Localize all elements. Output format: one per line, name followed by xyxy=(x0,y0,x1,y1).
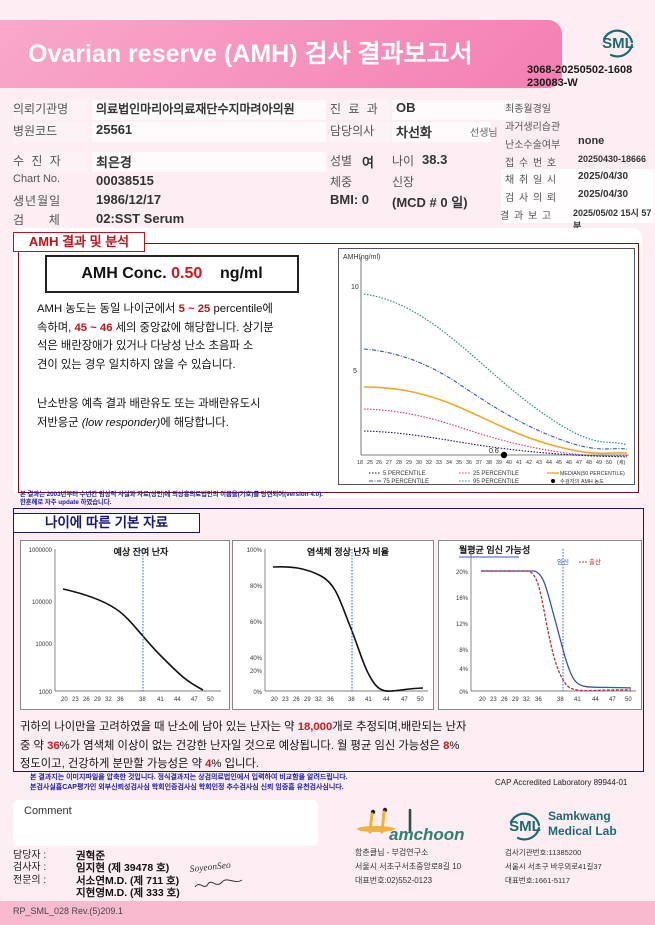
svg-text:AMH(ng/ml): AMH(ng/ml) xyxy=(343,254,380,261)
svg-text:50: 50 xyxy=(207,697,214,703)
svg-text:27: 27 xyxy=(386,460,392,466)
svg-text:28: 28 xyxy=(396,460,402,466)
svg-text:46: 46 xyxy=(566,460,572,466)
svg-text:44: 44 xyxy=(383,697,390,703)
svg-text:25 PERCENTILE: 25 PERCENTILE xyxy=(473,471,519,477)
svg-text:20: 20 xyxy=(479,697,486,703)
svg-text:Soyeon​Seo: Soyeon​Seo xyxy=(190,861,231,875)
svg-text:48: 48 xyxy=(586,460,592,466)
svg-text:38: 38 xyxy=(139,697,146,703)
svg-text:32: 32 xyxy=(523,697,530,703)
svg-text:75 PERCENTILE: 75 PERCENTILE xyxy=(383,479,429,484)
svg-text:29: 29 xyxy=(512,697,519,703)
svg-text:41: 41 xyxy=(157,697,164,703)
svg-text:SML: SML xyxy=(602,35,634,52)
svg-text:60%: 60% xyxy=(250,620,263,626)
svg-text:5 PERCENTILE: 5 PERCENTILE xyxy=(383,471,426,477)
svg-text:0.6: 0.6 xyxy=(489,448,499,455)
svg-text:(세): (세) xyxy=(617,458,626,466)
svg-text:5: 5 xyxy=(353,368,357,375)
svg-text:32: 32 xyxy=(315,697,322,703)
svg-text:41: 41 xyxy=(516,460,522,466)
svg-text:출산: 출산 xyxy=(589,557,601,566)
svg-text:40: 40 xyxy=(506,460,512,466)
svg-text:1000000: 1000000 xyxy=(29,548,53,554)
svg-text:10000: 10000 xyxy=(35,642,52,648)
svg-text:50: 50 xyxy=(606,460,612,466)
svg-text:4%: 4% xyxy=(459,667,468,673)
svg-text:44: 44 xyxy=(592,697,599,703)
svg-text:18: 18 xyxy=(357,460,363,466)
svg-text:23: 23 xyxy=(490,697,497,703)
svg-text:44: 44 xyxy=(546,460,552,466)
svg-text:41: 41 xyxy=(574,697,581,703)
svg-text:염색체 정상 난자 비율: 염색체 정상 난자 비율 xyxy=(307,546,389,557)
svg-text:amchoon: amchoon xyxy=(389,825,465,844)
svg-text:41: 41 xyxy=(365,697,372,703)
svg-text:100%: 100% xyxy=(247,548,263,554)
svg-text:32: 32 xyxy=(105,697,112,703)
svg-text:SML: SML xyxy=(509,818,541,835)
svg-text:0%: 0% xyxy=(459,690,468,696)
svg-text:20%: 20% xyxy=(250,669,263,675)
svg-text:26: 26 xyxy=(501,697,508,703)
svg-text:26: 26 xyxy=(83,697,90,703)
svg-text:12%: 12% xyxy=(456,622,469,628)
svg-text:44: 44 xyxy=(174,697,181,703)
svg-text:예상 잔여 난자: 예상 잔여 난자 xyxy=(114,546,169,557)
svg-text:38: 38 xyxy=(486,460,492,466)
svg-text:0%: 0% xyxy=(253,690,262,696)
svg-text:47: 47 xyxy=(401,697,408,703)
svg-text:20: 20 xyxy=(271,697,278,703)
svg-text:20%: 20% xyxy=(456,570,469,576)
svg-text:33: 33 xyxy=(436,460,442,466)
svg-text:35: 35 xyxy=(456,460,462,466)
svg-text:38: 38 xyxy=(348,697,355,703)
svg-text:26: 26 xyxy=(293,697,300,703)
svg-text:43: 43 xyxy=(536,460,542,466)
svg-text:수검자의 AMH 농도: 수검자의 AMH 농도 xyxy=(560,477,604,484)
svg-text:42: 42 xyxy=(526,460,532,466)
svg-text:20: 20 xyxy=(61,697,68,703)
svg-text:16%: 16% xyxy=(456,596,469,602)
svg-text:36: 36 xyxy=(535,697,542,703)
svg-text:34: 34 xyxy=(446,460,452,466)
svg-text:25: 25 xyxy=(367,460,373,466)
svg-text:26: 26 xyxy=(376,460,382,466)
svg-text:95 PERCENTILE: 95 PERCENTILE xyxy=(473,479,519,484)
svg-text:MEDIAN(50 PERCENTILE): MEDIAN(50 PERCENTILE) xyxy=(560,471,625,477)
svg-text:29: 29 xyxy=(406,460,412,466)
svg-text:38: 38 xyxy=(557,697,564,703)
svg-text:36: 36 xyxy=(466,460,472,466)
svg-text:29: 29 xyxy=(304,697,311,703)
svg-text:40%: 40% xyxy=(250,656,263,662)
svg-text:47: 47 xyxy=(609,697,616,703)
svg-text:32: 32 xyxy=(426,460,432,466)
svg-text:36: 36 xyxy=(327,697,334,703)
svg-text:23: 23 xyxy=(72,697,79,703)
svg-text:월평균 임신 가능성: 월평균 임신 가능성 xyxy=(459,544,530,555)
svg-text:1000: 1000 xyxy=(39,690,53,696)
svg-text:100000: 100000 xyxy=(32,600,53,606)
svg-text:8%: 8% xyxy=(459,648,468,654)
svg-text:36: 36 xyxy=(117,697,124,703)
svg-text:10: 10 xyxy=(351,284,359,291)
svg-text:50: 50 xyxy=(625,697,632,703)
svg-text:47: 47 xyxy=(191,697,198,703)
svg-text:23: 23 xyxy=(282,697,289,703)
svg-text:37: 37 xyxy=(476,460,482,466)
svg-text:80%: 80% xyxy=(250,584,263,590)
svg-text:47: 47 xyxy=(576,460,582,466)
svg-text:30: 30 xyxy=(416,460,422,466)
svg-text:50: 50 xyxy=(417,697,424,703)
svg-text:45: 45 xyxy=(556,460,562,466)
svg-text:29: 29 xyxy=(94,697,101,703)
svg-text:39: 39 xyxy=(496,460,502,466)
svg-text:49: 49 xyxy=(596,460,602,466)
